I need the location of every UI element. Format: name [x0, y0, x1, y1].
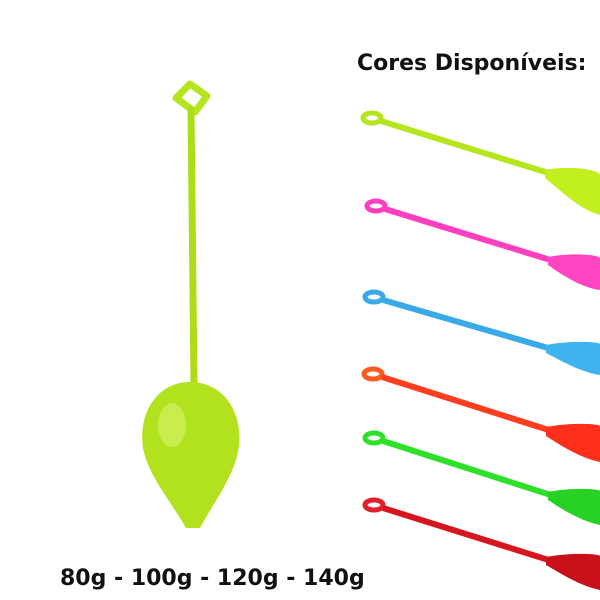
variant-green	[362, 430, 600, 525]
variant-lime	[360, 110, 600, 215]
variant-blue	[362, 289, 600, 375]
weights: 80g - 100g - 120g - 140g	[60, 566, 365, 591]
variant-orange	[361, 366, 600, 462]
color-variants	[360, 110, 600, 590]
variant-red	[362, 497, 600, 590]
variant-pink	[364, 198, 600, 290]
main-sinker	[142, 80, 240, 528]
heading: Cores Disponíveis:	[357, 51, 586, 76]
